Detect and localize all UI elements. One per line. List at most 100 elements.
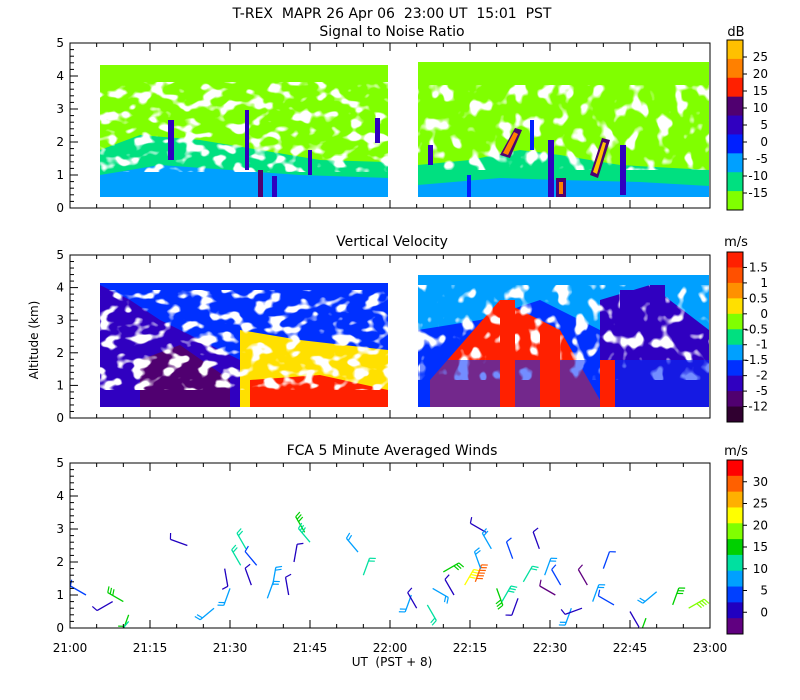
barb-staff [629,611,640,628]
barb-staff [199,607,215,621]
barb-staff [407,592,418,609]
barb-staff [505,541,514,559]
barb-flag [236,528,242,534]
colorbar-swatch [727,115,743,135]
colorbar-swatch [727,460,743,477]
y-tick-label: 0 [56,411,64,425]
wind-barb [398,594,412,613]
barb-flag [244,545,249,552]
barb-flag [472,571,479,574]
snr-heatmap [100,62,709,197]
barb-flag [430,617,436,624]
colorbar-label: 20 [753,67,768,81]
colorbar-label: 25 [753,50,768,64]
snr-axes: 0 1 2 3 4 5 [56,36,711,215]
colorbar-swatch [727,267,743,284]
barb-staff [244,567,252,586]
barb-staff [122,620,130,628]
barb-flag [539,579,542,587]
barb-flag [109,587,113,595]
wind-barb [426,604,437,626]
barb-staff [223,588,231,606]
barb-staff [473,551,482,569]
colorbar-swatch [727,282,743,299]
barb-flag [597,589,601,597]
barb-flag [474,547,480,553]
barb-flag [285,573,292,578]
wind-barb [194,607,215,621]
barb-staff [577,569,588,586]
barb-flag [275,568,282,571]
colorbar-label: 5 [760,584,768,598]
wind-barb [495,588,504,610]
wind-barb [501,585,518,602]
colorbar-swatch [727,554,743,572]
colorbar-swatch [727,491,743,508]
barb-staff [501,585,512,602]
colorbar-label: 10 [753,562,768,576]
wind-barb [272,565,283,586]
barb-flag [458,562,465,568]
barb-flag [456,563,462,569]
colorbar-swatch [727,360,743,377]
colorbar-swatch [727,618,743,635]
barb-flag [244,563,251,569]
colorbar-label: 25 [753,497,768,511]
barb-staff [432,587,449,598]
barb-flag [407,587,413,594]
barb-staff [511,598,519,616]
wind-barb [362,557,376,576]
barb-staff [362,558,371,576]
colorbar-label: 1 [760,276,768,290]
colorbar-label: -12 [748,400,768,414]
snr-panel: Signal to Noise Ratio [56,24,768,215]
wind-barb [597,589,615,606]
x-tick-label: 21:45 [293,641,328,655]
colorbar-swatch [727,570,743,588]
snr-colorbar: 25 20 15 10 5 0 -5 -10 -15 [726,39,768,211]
wind-colorbar: 30 25 20 15 10 5 0 [726,459,768,635]
colorbar-swatch [727,391,743,408]
barb-staff [272,567,277,586]
y-tick-label: 5 [56,248,64,262]
barb-flag [475,549,481,555]
barb-flag [497,604,504,610]
y-tick-label: 1 [56,378,64,392]
barb-flag [507,590,515,593]
colorbar-label: 1.5 [749,260,768,274]
wind-barb [295,511,306,533]
colorbar-label: -10 [748,169,768,183]
barb-flag [275,565,283,568]
colorbar-frame [726,251,744,423]
barb-staff [688,598,705,609]
colorbar-label: -1.5 [745,353,768,367]
colorbar-label: 5 [760,118,768,132]
barb-staff [592,584,600,602]
colorbar-label: -0.5 [745,322,768,336]
barb-staff [284,577,290,596]
wind-title: FCA 5 Minute Averaged Winds [287,443,498,459]
wind-barb [629,611,640,628]
wind-frame [69,462,711,629]
colorbar-swatch [727,96,743,117]
x-axis: 21:00 21:15 21:30 21:45 22:00 22:15 22:30 22:45… [53,641,728,655]
barb-staff [123,614,130,628]
colorbar-swatch [727,344,743,361]
colorbar-swatch [727,191,743,211]
wind-barb [122,620,130,628]
wind-barb [532,527,540,550]
barb-flag [70,579,73,587]
barb-flag [296,514,302,520]
wind-barb [539,579,556,596]
colorbar-label: -1 [756,338,768,352]
colorbar-swatch [727,523,743,540]
wind-barb [444,574,455,596]
colorbar-swatch [727,475,743,493]
barb-flag [297,522,303,529]
colorbar-swatch [727,539,743,556]
colorbar-label: -15 [748,186,768,200]
wind-barb [432,587,449,604]
colorbar-swatch [727,134,743,154]
wind-barb [551,564,562,586]
barb-flag [446,597,449,604]
